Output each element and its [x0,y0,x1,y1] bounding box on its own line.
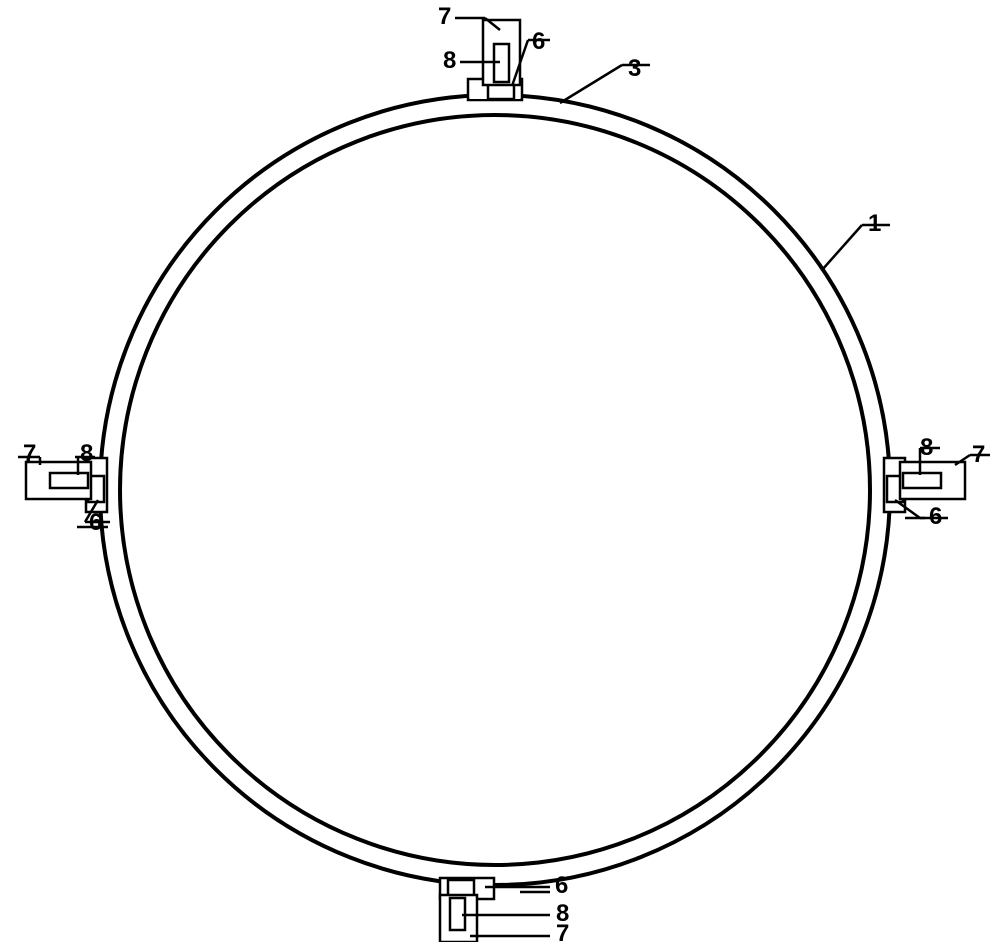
mechanical-diagram [0,0,1000,942]
label-8-top: 8 [443,47,456,75]
label-6-right: 6 [929,503,942,531]
label-7-bottom: 7 [556,920,569,948]
label-6-top: 6 [532,28,545,56]
label-7-right: 7 [972,441,985,469]
right-assembly [884,458,965,512]
label-8-left: 8 [80,440,93,468]
label-3-top: 3 [628,55,641,83]
top-assembly [468,20,522,100]
label-8-right: 8 [920,434,933,462]
label-7-top: 7 [438,3,451,31]
outer-ring [100,95,890,885]
label-7-left: 7 [23,440,36,468]
label-1-right: 1 [868,210,881,238]
label-6-left: 6 [89,509,102,537]
inner-ring [120,115,870,865]
label-6-bottom: 6 [555,872,568,900]
